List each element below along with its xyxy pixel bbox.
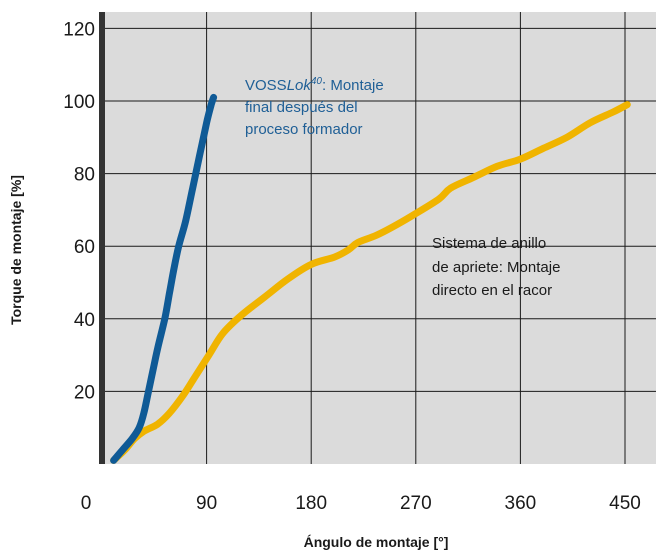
cutting-ring-annotation-line2: de apriete: Montaje [432, 259, 560, 276]
x-tick-label: 450 [609, 493, 641, 514]
series-line-blue [110, 93, 218, 464]
x-tick-label: 0 [81, 493, 92, 514]
y-tick-label: 100 [63, 92, 95, 113]
y-axis-title: Torque de montaje [%] [8, 175, 24, 325]
y-tick-label: 120 [63, 19, 95, 40]
vosslok-brand-sup: 40 [311, 76, 323, 87]
y-tick-label: 80 [74, 165, 95, 186]
y-tick-label: 20 [74, 382, 95, 403]
x-tick-label: 360 [505, 493, 537, 514]
vosslok-brand-italic: Lok [287, 77, 313, 94]
x-tick-label: 90 [196, 493, 217, 514]
vosslok-brand-upright: VOSS [245, 77, 287, 94]
y-tick-label: 40 [74, 310, 95, 331]
series-layer [110, 93, 631, 464]
plot-background [102, 12, 656, 464]
tick-labels: 0 90 180 270 360 450 20 40 60 80 100 120 [63, 19, 641, 514]
y-tick-label: 60 [74, 237, 95, 258]
x-axis-title: Ángulo de montaje [°] [304, 534, 449, 550]
x-tick-label: 180 [295, 493, 327, 514]
series-line-yellow [110, 101, 631, 464]
vosslok-annotation-line2: final después del [245, 99, 358, 116]
vosslok-annotation: VOSSLok40: Montaje final después del pro… [245, 76, 384, 138]
cutting-ring-annotation-line1: Sistema de anillo [432, 235, 546, 252]
vosslok-line1-rest: : Montaje [322, 77, 384, 94]
x-tick-label: 270 [400, 493, 432, 514]
vosslok-annotation-line1: VOSSLok40: Montaje [245, 76, 384, 94]
cutting-ring-annotation: Sistema de anillo de apriete: Montaje di… [432, 235, 560, 299]
vosslok-annotation-line3: proceso formador [245, 121, 363, 138]
cutting-ring-annotation-line3: directo en el racor [432, 282, 552, 299]
